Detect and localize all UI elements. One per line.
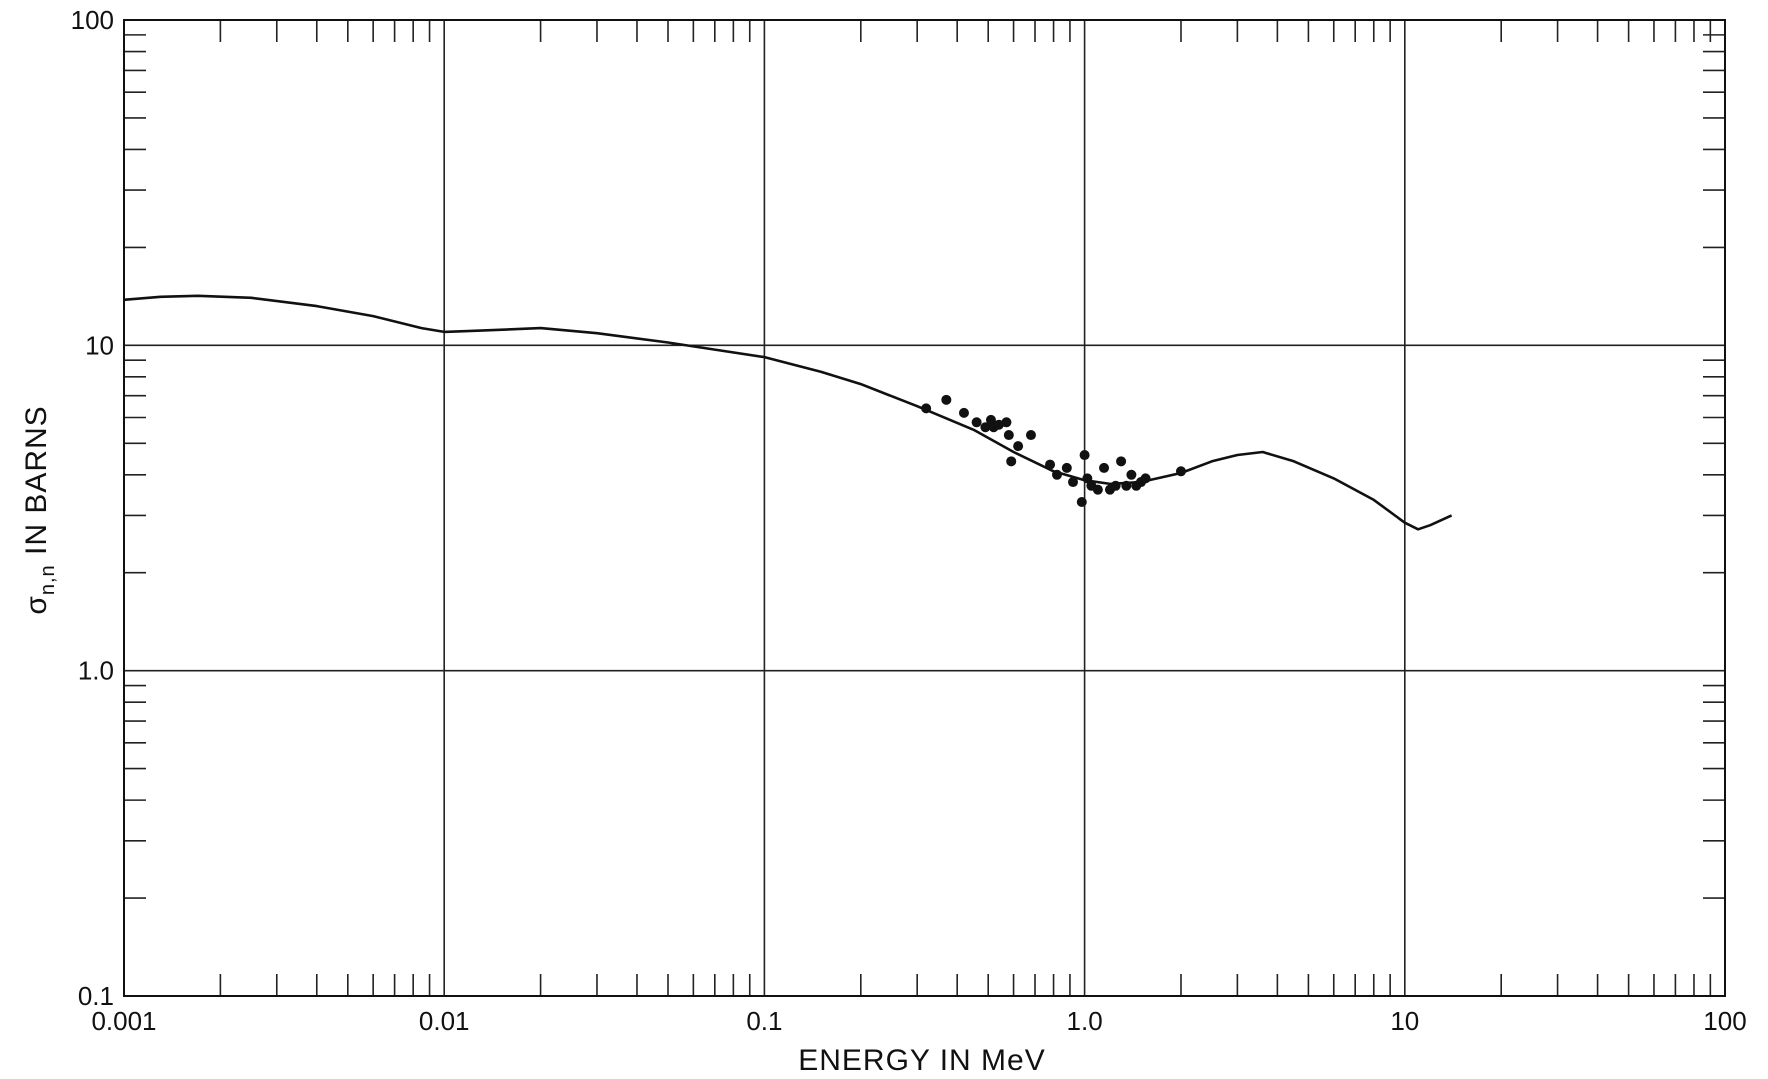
data-point	[1076, 496, 1087, 507]
data-point	[1003, 430, 1014, 441]
y-axis-title-sigma: σ	[20, 595, 53, 615]
plot-frame	[123, 19, 1726, 997]
y-tick-label: 100	[71, 5, 114, 35]
data-point	[993, 419, 1004, 430]
data-point	[1175, 466, 1186, 477]
y-tick-label: 0.1	[78, 981, 114, 1011]
data-point	[921, 403, 932, 414]
data-point	[1045, 459, 1056, 470]
data-point	[1082, 473, 1093, 484]
x-tick-label: 0.01	[419, 1006, 470, 1036]
data-point	[1092, 484, 1103, 495]
data-point	[971, 417, 982, 428]
data-point	[1006, 456, 1017, 467]
data-point	[1099, 462, 1110, 473]
y-axis-title-rest: IN BARNS	[20, 405, 53, 564]
data-point	[1079, 450, 1090, 461]
y-tick-label: 10	[85, 330, 114, 360]
data-point	[958, 407, 969, 418]
data-point	[1110, 480, 1121, 491]
data-point	[1116, 456, 1127, 467]
series	[123, 294, 1453, 531]
data-point	[1001, 417, 1012, 428]
data-point	[1140, 473, 1151, 484]
data-point	[941, 394, 952, 405]
x-axis-title: ENERGY IN MeV	[798, 1044, 1046, 1077]
series-line	[123, 294, 1453, 531]
y-axis-title-subscript: n,n	[37, 564, 59, 595]
tick-labels: 0.001 0.01 0.1 1.0 10 100 0.1 1.0 10 100	[71, 5, 1747, 1036]
y-tick-label: 1.0	[78, 656, 114, 686]
x-tick-label: 0.1	[746, 1006, 782, 1036]
x-tick-label: 10	[1390, 1006, 1419, 1036]
grid	[123, 19, 1726, 997]
data-point	[1068, 477, 1079, 488]
x-tick-label: 0.001	[91, 1006, 156, 1036]
data-point	[1025, 430, 1036, 441]
x-tick-label: 1.0	[1067, 1006, 1103, 1036]
data-point	[1121, 480, 1132, 491]
data-point	[1061, 462, 1072, 473]
data-point	[1052, 469, 1063, 480]
data-point	[980, 422, 991, 433]
minor-ticks	[124, 20, 1725, 996]
y-axis-title: σn,n IN BARNS	[20, 405, 59, 614]
x-tick-label: 100	[1703, 1006, 1746, 1036]
data-point	[1126, 469, 1137, 480]
data-point	[1013, 441, 1024, 452]
